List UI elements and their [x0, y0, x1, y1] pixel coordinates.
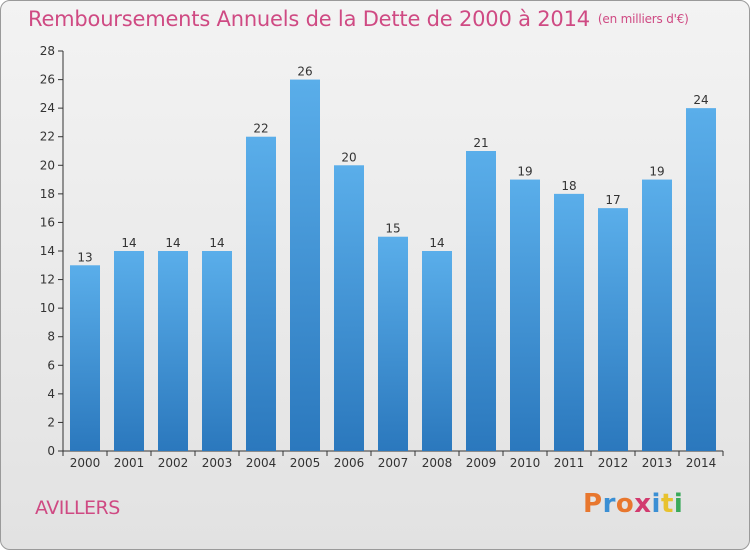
x-tick-label: 2010	[510, 456, 541, 470]
bar-2007	[378, 236, 408, 451]
y-tick-label: 4	[47, 387, 55, 401]
bar-2008	[422, 251, 452, 451]
bar-2012	[598, 208, 628, 451]
x-tick-label: 2003	[202, 456, 233, 470]
y-tick-label: 26	[40, 73, 55, 87]
y-tick-label: 8	[47, 330, 55, 344]
chart-labels: 13 2000 14 2001 14 2002 14 2003 22 2004 26 2005 20 20…	[70, 65, 717, 470]
y-tick-label: 16	[40, 215, 55, 229]
logo-letter: o	[615, 489, 635, 519]
bar-value-label: 19	[517, 165, 532, 179]
bar-2014	[686, 108, 716, 452]
x-tick-label: 2001	[114, 456, 145, 470]
y-tick-label: 18	[40, 187, 55, 201]
bar-value-label: 14	[429, 236, 444, 250]
y-tick-label: 6	[47, 358, 55, 372]
bar-2009	[466, 151, 496, 451]
x-tick-label: 2000	[70, 456, 101, 470]
commune-name: AVILLERS	[35, 497, 120, 519]
x-tick-label: 2006	[334, 456, 365, 470]
bar-2001	[114, 251, 144, 451]
chart-title: Remboursements Annuels de la Dette de 20…	[28, 7, 689, 31]
y-tick-label: 28	[40, 44, 55, 58]
logo-letter: i	[651, 489, 661, 519]
x-tick-label: 2007	[378, 456, 409, 470]
bar-2013	[642, 179, 672, 452]
bar-value-label: 22	[253, 122, 268, 136]
bar-value-label: 13	[77, 250, 92, 264]
bar-value-label: 18	[561, 179, 576, 193]
y-tick-label: 22	[40, 130, 55, 144]
bar-value-label: 14	[121, 236, 136, 250]
logo-letter: x	[634, 489, 652, 519]
y-tick-label: 10	[40, 301, 55, 315]
y-tick-label: 2	[47, 415, 55, 429]
chart-unit: (en milliers d'€)	[597, 12, 689, 26]
bar-2006	[334, 165, 364, 452]
x-tick-label: 2008	[422, 456, 453, 470]
x-tick-label: 2005	[290, 456, 321, 470]
y-tick-label: 12	[40, 273, 55, 287]
x-tick-label: 2002	[158, 456, 189, 470]
y-tick-label: 20	[40, 158, 55, 172]
x-tick-label: 2013	[642, 456, 673, 470]
logo-letter: t	[660, 489, 674, 519]
bar-2004	[246, 136, 276, 451]
chart-title-text: Remboursements Annuels de la Dette de 20…	[28, 7, 590, 31]
bar-value-label: 24	[693, 93, 708, 107]
proxiti-logo: Proxiti	[583, 489, 683, 519]
bar-value-label: 19	[649, 165, 664, 179]
bar-2000	[70, 265, 100, 451]
bar-value-label: 20	[341, 150, 356, 164]
chart-bars	[70, 79, 716, 452]
y-tick-label: 24	[40, 101, 55, 115]
y-tick-label: 0	[47, 444, 55, 458]
bar-2002	[158, 251, 188, 451]
bar-value-label: 14	[165, 236, 180, 250]
x-tick-label: 2009	[466, 456, 497, 470]
bar-value-label: 17	[605, 193, 620, 207]
x-tick-label: 2011	[554, 456, 585, 470]
bar-value-label: 15	[385, 222, 400, 236]
bar-value-label: 14	[209, 236, 224, 250]
x-tick-label: 2012	[598, 456, 629, 470]
bar-2003	[202, 251, 232, 451]
y-tick-label: 14	[40, 244, 55, 258]
bar-2010	[510, 179, 540, 452]
bar-value-label: 21	[473, 136, 488, 150]
bar-2005	[290, 79, 320, 452]
logo-letter: P	[583, 489, 603, 519]
logo-letter: i	[673, 489, 684, 519]
x-tick-label: 2004	[246, 456, 277, 470]
bar-2011	[554, 193, 584, 451]
logo-letter: r	[602, 489, 616, 519]
x-tick-label: 2014	[686, 456, 717, 470]
bar-value-label: 26	[297, 65, 312, 79]
